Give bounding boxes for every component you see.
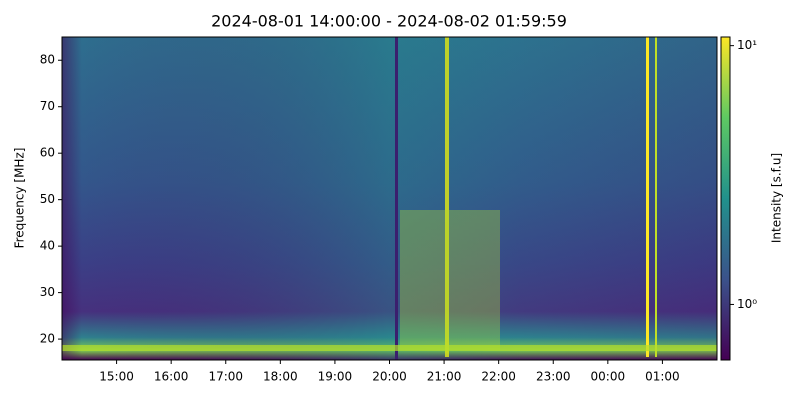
colorbar-tick-label: 10⁰: [737, 297, 757, 311]
colorbar-label: Intensity [s.f.u]: [770, 153, 784, 243]
x-tick-label: 00:00: [591, 370, 626, 384]
x-tick-label: 20:00: [372, 370, 407, 384]
x-tick-label: 23:00: [536, 370, 571, 384]
spectrogram-shading: [62, 37, 717, 360]
dark-stripe: [395, 37, 398, 360]
burst: [646, 37, 649, 357]
x-tick-label: 16:00: [154, 370, 189, 384]
x-tick-label: 22:00: [481, 370, 516, 384]
x-tick-label: 18:00: [263, 370, 298, 384]
colorbar-tick-label: 10¹: [737, 38, 757, 52]
y-tick-label: 80: [40, 53, 55, 67]
y-tick-label: 30: [40, 285, 55, 299]
y-tick-label: 50: [40, 192, 55, 206]
spectrogram: [62, 37, 717, 360]
x-tick-label: 01:00: [645, 370, 680, 384]
y-tick-label: 60: [40, 146, 55, 160]
x-tick-label: 19:00: [318, 370, 353, 384]
burst-region: [400, 210, 500, 350]
x-tick-label: 15:00: [99, 370, 134, 384]
y-tick-label: 20: [40, 332, 55, 346]
y-tick-label: 70: [40, 99, 55, 113]
x-tick-label: 17:00: [208, 370, 243, 384]
x-tick-label: 21:00: [427, 370, 462, 384]
burst: [655, 37, 657, 357]
band: [62, 345, 717, 351]
chart-title: 2024-08-01 14:00:00 - 2024-08-02 01:59:5…: [211, 12, 567, 31]
colorbar: [720, 36, 731, 361]
y-tick-label: 40: [40, 239, 55, 253]
y-axis-label: Frequency [MHz]: [13, 148, 27, 249]
burst: [445, 37, 449, 357]
